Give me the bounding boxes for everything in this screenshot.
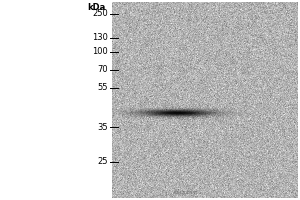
Text: 25: 25: [98, 158, 108, 166]
Text: 55: 55: [98, 84, 108, 92]
Text: abica.com: abica.com: [172, 190, 198, 196]
Text: kDa: kDa: [88, 2, 106, 11]
Text: 100: 100: [92, 47, 108, 56]
Text: 130: 130: [92, 33, 108, 43]
Text: 35: 35: [98, 122, 108, 132]
Text: 70: 70: [98, 66, 108, 74]
Text: 250: 250: [92, 9, 108, 19]
